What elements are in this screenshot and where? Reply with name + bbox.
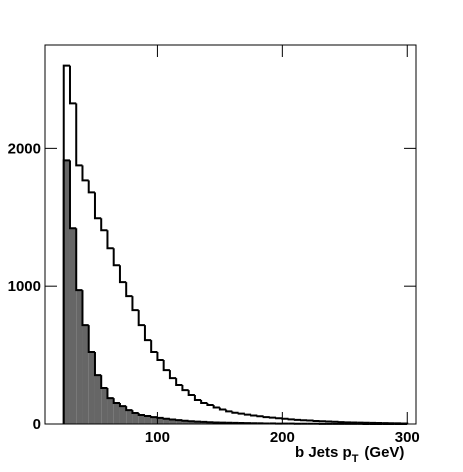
bar-outline bbox=[218, 407, 227, 411]
bar-outline bbox=[200, 400, 208, 405]
bar-outline bbox=[93, 192, 102, 220]
bar-outline bbox=[125, 282, 133, 298]
y-tick-label: 2000 bbox=[8, 140, 41, 157]
bar-outline bbox=[118, 265, 127, 284]
bar bbox=[76, 290, 83, 424]
bar bbox=[63, 160, 70, 424]
bar-outline bbox=[256, 415, 264, 418]
bar-outline bbox=[137, 310, 145, 327]
bar-outline bbox=[87, 325, 95, 354]
bar-outline bbox=[143, 325, 152, 342]
bar-outline bbox=[93, 352, 102, 377]
bar-outline bbox=[81, 165, 89, 182]
bar-outline bbox=[156, 416, 164, 419]
bar bbox=[82, 325, 89, 424]
bar bbox=[201, 421, 208, 424]
bar bbox=[188, 421, 195, 424]
bar-outline bbox=[112, 398, 120, 405]
x-tick-label: 200 bbox=[270, 429, 295, 446]
bar-outline bbox=[131, 296, 139, 312]
bar bbox=[176, 420, 183, 424]
bar bbox=[94, 375, 102, 424]
bar-outline bbox=[212, 404, 220, 409]
bar bbox=[169, 419, 177, 424]
x-tick-label: 300 bbox=[395, 429, 420, 446]
bar-outline bbox=[112, 248, 120, 267]
bar-outline bbox=[168, 370, 177, 380]
bar-outline bbox=[181, 419, 189, 422]
bar-outline bbox=[187, 390, 195, 397]
bar bbox=[119, 406, 127, 424]
bar-outline bbox=[231, 411, 239, 414]
bar-outline bbox=[100, 218, 108, 232]
bar-outline bbox=[137, 412, 145, 417]
bar bbox=[69, 228, 77, 424]
bar bbox=[88, 352, 95, 424]
y-tick-label: 0 bbox=[33, 416, 41, 433]
bar bbox=[144, 416, 152, 424]
bar bbox=[126, 410, 133, 424]
bar-outline bbox=[68, 160, 77, 230]
bar-outline bbox=[81, 290, 89, 327]
bar-outline bbox=[162, 360, 170, 372]
bar-outline bbox=[193, 395, 202, 402]
bar-outline bbox=[162, 417, 170, 420]
frame bbox=[44, 44, 417, 425]
x-axis-title-sub: T bbox=[352, 453, 359, 465]
bar-outline bbox=[118, 403, 127, 408]
x-axis-title: b Jets pT (GeV) bbox=[295, 444, 404, 465]
bar-outline bbox=[106, 230, 114, 250]
x-axis-title-unit: (GeV) bbox=[364, 444, 404, 461]
bar-outline bbox=[237, 412, 245, 415]
bar-outline bbox=[75, 103, 83, 167]
bar-outline bbox=[62, 159, 70, 424]
bar-outline bbox=[187, 420, 195, 423]
bar-outline bbox=[156, 352, 164, 362]
bar-outline bbox=[181, 384, 189, 392]
bar-outline bbox=[250, 414, 258, 417]
bar bbox=[151, 417, 158, 424]
bar-outline bbox=[175, 378, 183, 386]
bar-outline bbox=[150, 340, 158, 354]
bar-outline bbox=[68, 65, 77, 105]
bar-outline bbox=[243, 413, 252, 416]
bar bbox=[194, 421, 202, 424]
bar-outline bbox=[262, 416, 270, 419]
bar bbox=[157, 417, 164, 424]
bar-outline bbox=[293, 418, 302, 421]
x-axis-title-main: b Jets p bbox=[295, 444, 352, 461]
bar-outline bbox=[125, 406, 133, 412]
bar bbox=[138, 415, 145, 424]
bar-outline bbox=[143, 415, 152, 418]
bar bbox=[113, 403, 120, 424]
bar-outline bbox=[100, 375, 108, 390]
bar-outline bbox=[275, 417, 283, 420]
bar-outline bbox=[287, 418, 295, 421]
bar bbox=[132, 412, 139, 424]
bar-outline bbox=[150, 416, 158, 419]
bar-outline bbox=[175, 419, 183, 422]
x-tick-label: 100 bbox=[145, 429, 170, 446]
bar-outline bbox=[106, 388, 114, 400]
bar bbox=[163, 418, 170, 424]
bar-outline bbox=[75, 228, 83, 292]
bar-outline bbox=[268, 416, 277, 419]
bar-outline bbox=[87, 180, 95, 194]
bar-outline bbox=[131, 410, 139, 414]
bar-outline bbox=[168, 418, 177, 421]
y-tick-label: 1000 bbox=[8, 278, 41, 295]
bar bbox=[182, 420, 189, 424]
bar bbox=[107, 398, 114, 424]
bar bbox=[101, 388, 108, 424]
bar-outline bbox=[281, 417, 289, 420]
bar-outline bbox=[225, 409, 233, 413]
bar-outline bbox=[206, 403, 214, 406]
